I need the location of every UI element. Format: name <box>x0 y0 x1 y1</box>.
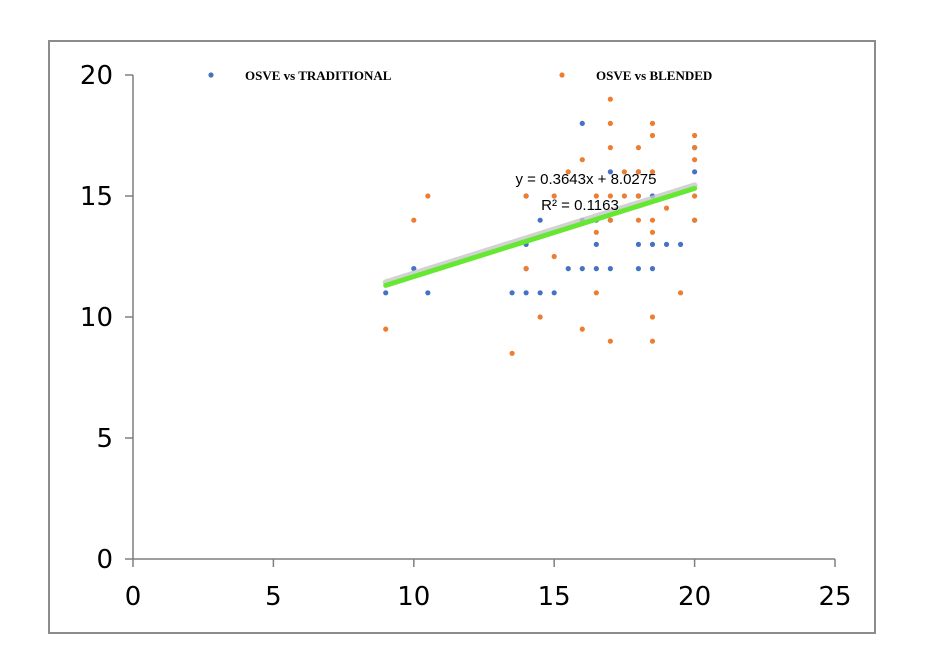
data-point-series-2 <box>551 253 557 260</box>
data-point-series-2 <box>621 193 628 199</box>
data-point-series-1 <box>383 290 389 296</box>
data-point-series-1 <box>509 290 515 296</box>
data-point-series-2 <box>607 145 613 151</box>
data-point-series-1 <box>565 266 571 272</box>
scatter-chart: 0 5 10 15 20 0 5 10 15 20 25 y = 0.3643x + 8.0275 R… <box>80 61 852 612</box>
data-point-series-2 <box>692 145 698 151</box>
x-tick-label: 20 <box>678 582 711 612</box>
data-point-series-1 <box>649 266 656 272</box>
data-point-series-2 <box>635 145 642 151</box>
data-point-series-1 <box>593 266 599 272</box>
data-point-series-1 <box>663 241 670 247</box>
data-point-series-2 <box>383 326 389 332</box>
data-point-series-2 <box>523 266 529 272</box>
data-point-series-2 <box>649 132 656 139</box>
data-point-series-1 <box>649 241 656 247</box>
data-point-series-1 <box>607 266 613 272</box>
data-point-series-2 <box>649 314 656 320</box>
x-tick-label: 5 <box>265 582 282 612</box>
y-tick-label: 10 <box>80 303 113 333</box>
data-point-series-1 <box>635 266 642 272</box>
data-point-series-2 <box>607 338 613 344</box>
data-point-series-2 <box>509 350 515 356</box>
data-point-series-1 <box>593 241 599 247</box>
x-tick-label: 25 <box>818 582 851 612</box>
data-point-series-1 <box>537 290 543 296</box>
y-tick-label: 0 <box>96 545 113 575</box>
data-point-series-2 <box>425 193 431 199</box>
legend-marker-series-1 <box>208 72 214 78</box>
legend-label-series-1: OSVE vs TRADITIONAL <box>245 68 392 83</box>
data-point-series-1 <box>425 290 431 296</box>
axes <box>132 75 835 560</box>
data-point-series-2 <box>692 157 698 163</box>
data-point-series-1 <box>411 266 417 272</box>
chart-frame: 0 5 10 15 20 0 5 10 15 20 25 y = 0.3643x + 8.0275 R… <box>48 40 876 634</box>
data-point-series-2 <box>649 120 656 126</box>
trendline-equation: y = 0.3643x + 8.0275 <box>516 171 657 188</box>
data-point-series-2 <box>649 217 656 223</box>
data-point-series-2 <box>523 193 529 199</box>
y-tick-label: 5 <box>96 424 113 454</box>
data-point-series-2 <box>565 169 571 175</box>
trendline <box>383 185 698 288</box>
trendline-r-squared: R² = 0.1163 <box>541 197 619 214</box>
data-point-series-2 <box>649 169 656 175</box>
legend: OSVE vs TRADITIONAL OSVE vs BLENDED <box>208 68 712 83</box>
data-point-series-2 <box>593 193 599 199</box>
data-point-series-2 <box>649 229 656 235</box>
data-point-series-2 <box>551 193 557 199</box>
data-point-series-2 <box>411 217 417 223</box>
data-point-series-2 <box>635 193 642 199</box>
y-tick-label: 20 <box>80 61 113 91</box>
data-point-series-1 <box>635 241 642 247</box>
x-tick-label: 10 <box>397 582 430 612</box>
data-point-series-1 <box>677 241 684 247</box>
data-point-series-2 <box>593 229 599 235</box>
trendline-shadow <box>382 182 698 286</box>
data-point-series-2 <box>621 169 628 175</box>
data-point-series-2 <box>607 217 613 223</box>
x-tick-label: 0 <box>125 582 142 612</box>
data-point-series-1 <box>523 290 529 296</box>
data-point-series-2 <box>579 157 585 163</box>
data-point-series-1 <box>692 169 698 175</box>
trendline-group: y = 0.3643x + 8.0275 R² = 0.1163 <box>382 171 698 288</box>
data-point-series-2 <box>649 338 656 344</box>
data-point-series-2 <box>677 290 684 296</box>
data-point-series-1 <box>551 290 557 296</box>
data-point-series-2 <box>635 169 642 175</box>
data-point-series-2 <box>607 120 613 126</box>
data-point-series-2 <box>579 326 585 332</box>
data-point-series-1 <box>579 266 585 272</box>
data-point-series-1 <box>537 217 543 223</box>
data-point-series-2 <box>692 217 698 223</box>
legend-label-series-2: OSVE vs BLENDED <box>596 68 712 83</box>
data-point-series-2 <box>607 193 613 199</box>
data-point-series-2 <box>663 205 670 211</box>
x-tick-label: 15 <box>538 582 571 612</box>
data-point-series-2 <box>607 96 613 102</box>
data-points <box>383 96 698 356</box>
y-tick-label: 15 <box>80 182 113 212</box>
data-point-series-1 <box>607 169 613 175</box>
legend-marker-series-2 <box>559 72 565 78</box>
data-point-series-2 <box>537 314 543 320</box>
data-point-series-2 <box>635 217 642 223</box>
ticks: 0 5 10 15 20 0 5 10 15 20 25 <box>80 61 852 612</box>
data-point-series-2 <box>593 290 599 296</box>
data-point-series-1 <box>579 120 585 126</box>
data-point-series-2 <box>692 193 698 199</box>
data-point-series-2 <box>692 132 698 139</box>
